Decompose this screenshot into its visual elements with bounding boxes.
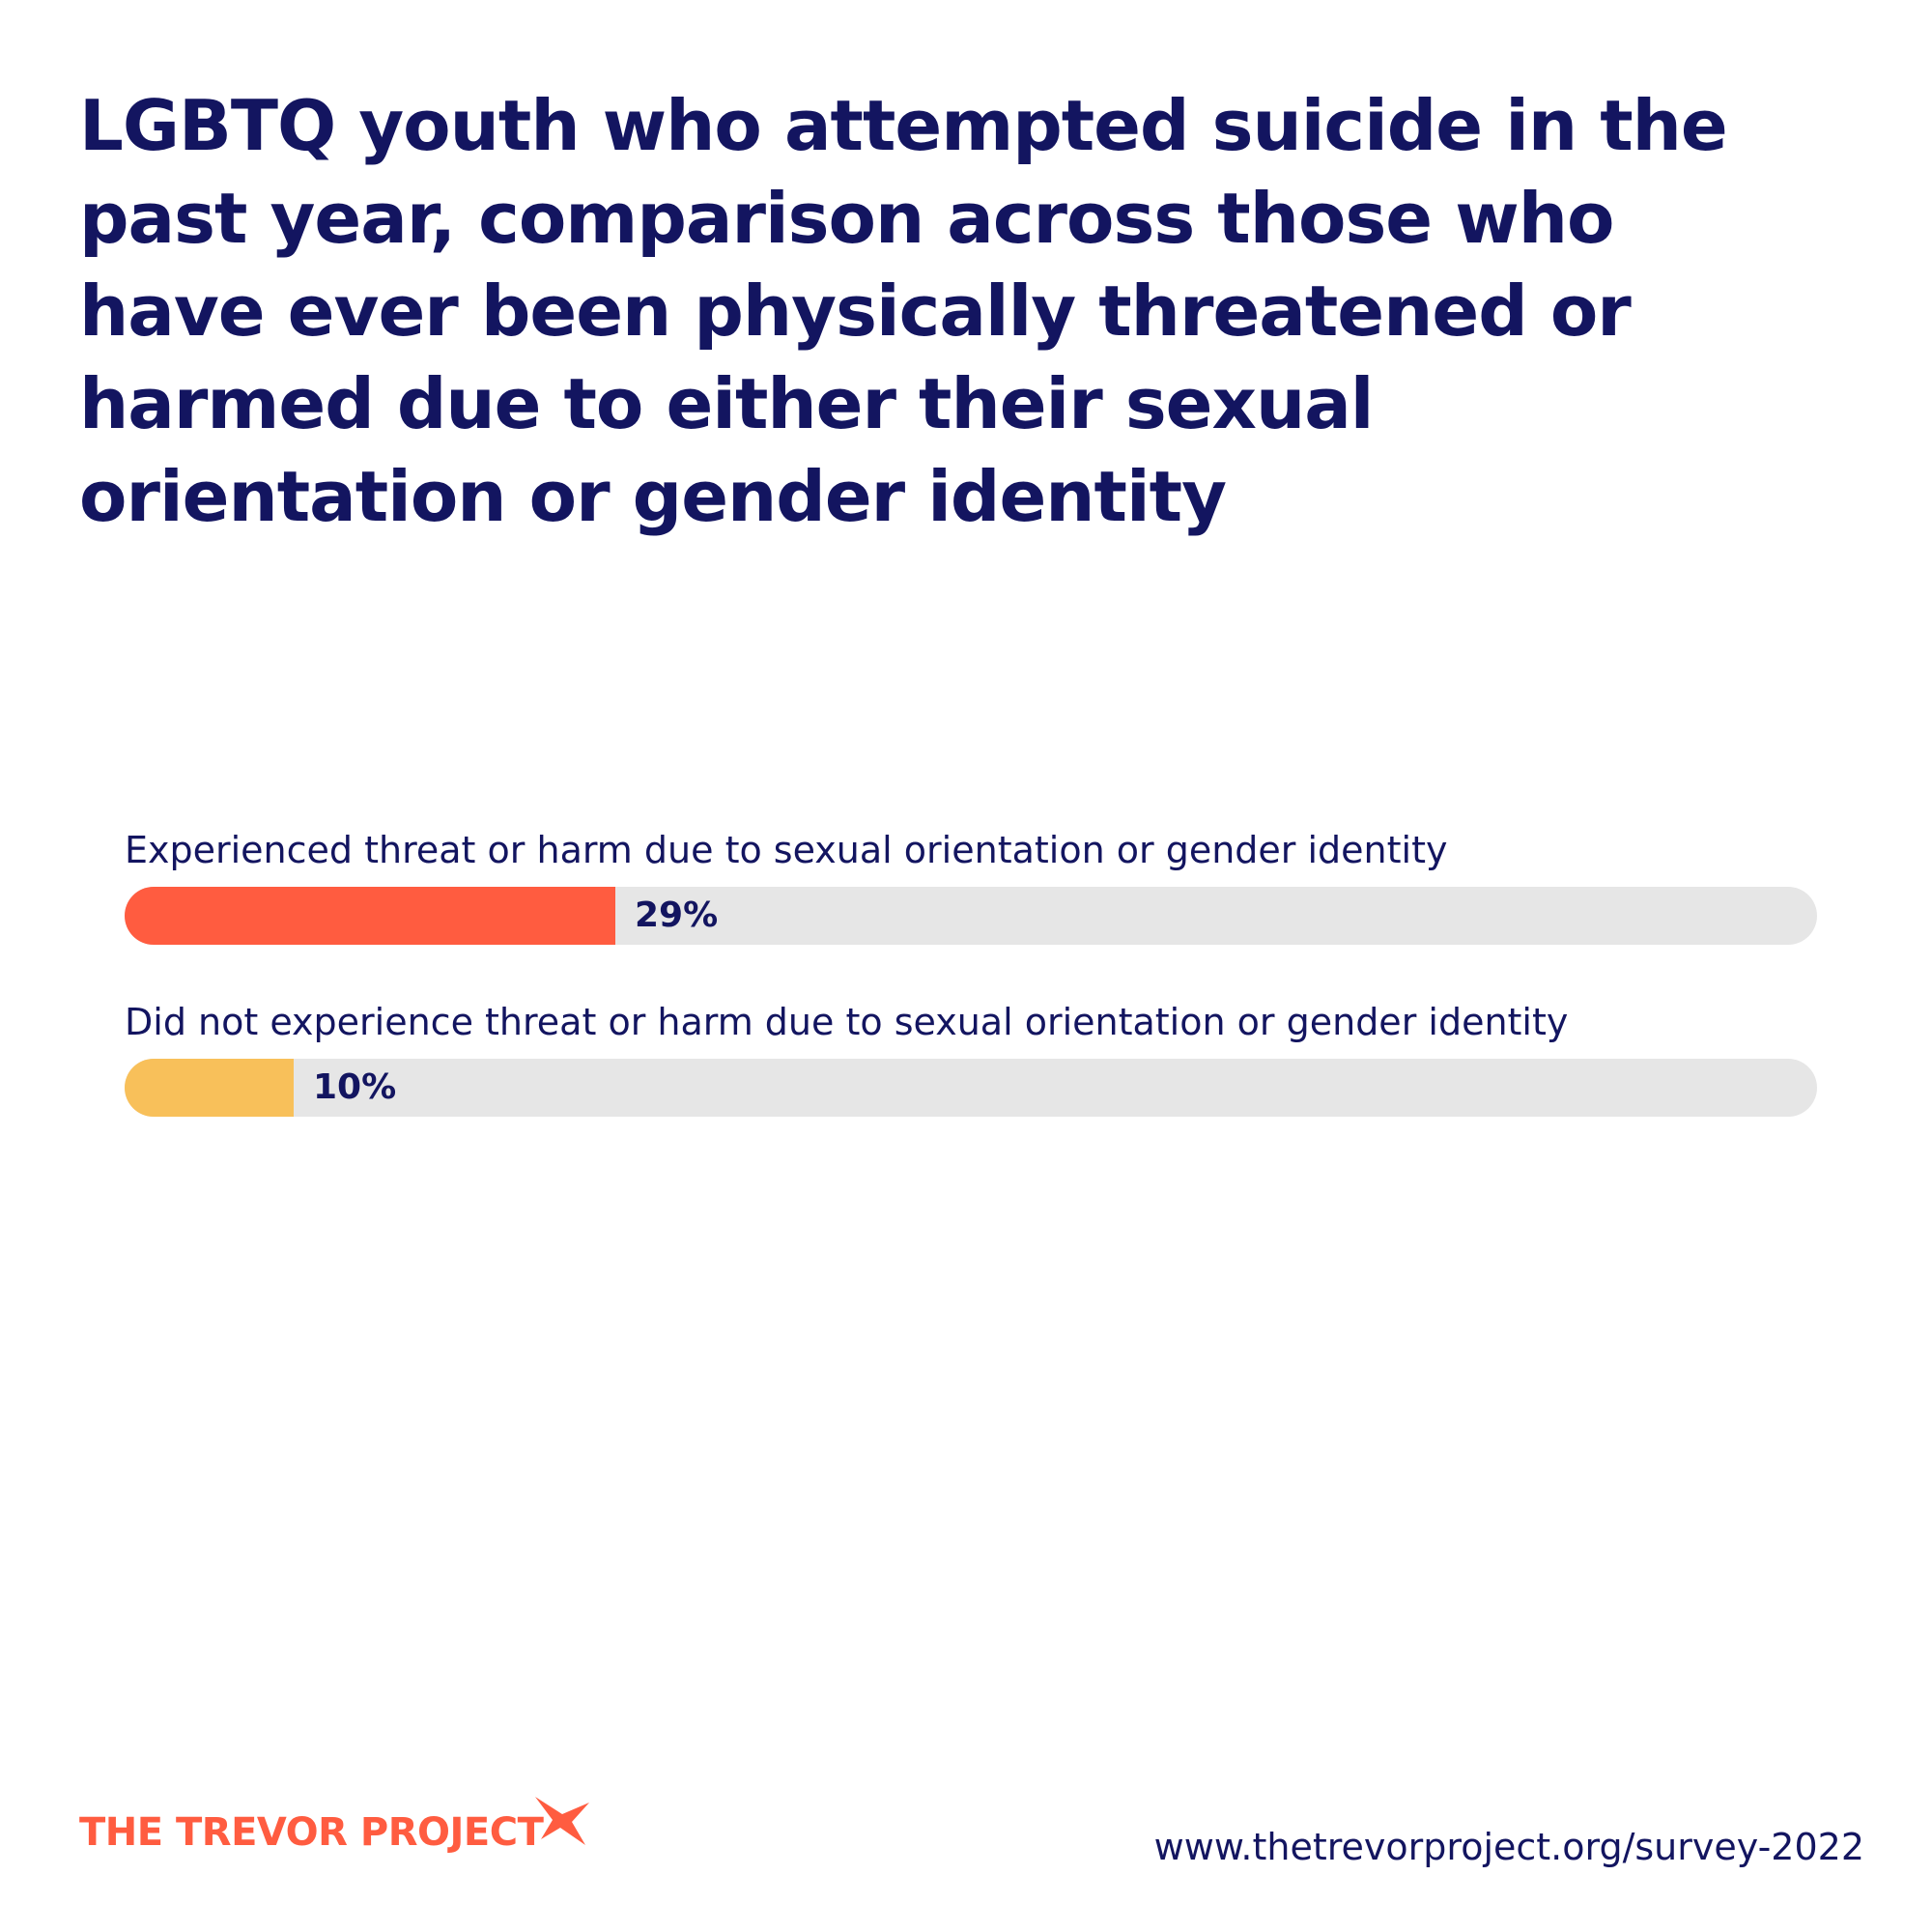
- survey-url: www.thetrevorproject.org/survey-2022: [1153, 1826, 1864, 1868]
- chart-title: LGBTQ youth who attempted suicide in the…: [79, 85, 1728, 537]
- bar-fill-1: [125, 1059, 294, 1117]
- bar-group-1: Did not experience threat or harm due to…: [125, 995, 1817, 1117]
- bar-chart: Experienced threat or harm due to sexual…: [125, 823, 1817, 1117]
- bar-value-1: 10%: [313, 1067, 397, 1107]
- logo-wordmark: THE TREVOR PROJECT: [79, 1810, 544, 1855]
- bar-label-0: Experienced threat or harm due to sexual…: [125, 829, 1448, 871]
- bar-fill-0: [125, 887, 615, 945]
- bar-group-0: Experienced threat or harm due to sexual…: [125, 823, 1817, 945]
- trevor-project-logo: THE TREVOR PROJECT: [79, 1793, 620, 1870]
- bar-label-1: Did not experience threat or harm due to…: [125, 1001, 1569, 1043]
- bar-track-0: 29%: [125, 887, 1817, 945]
- bar-track-1: 10%: [125, 1059, 1817, 1117]
- star-icon: [535, 1797, 589, 1845]
- bar-value-0: 29%: [635, 895, 719, 935]
